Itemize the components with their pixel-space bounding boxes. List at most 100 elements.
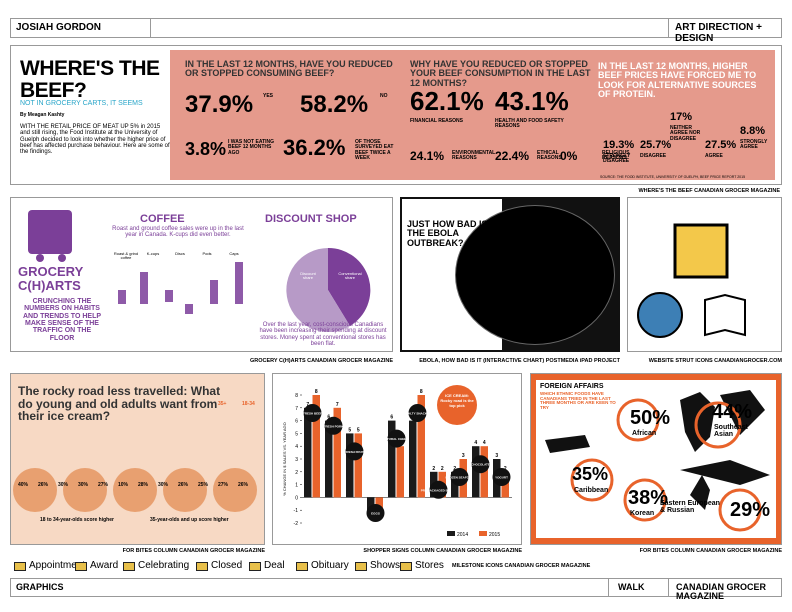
stat: 3.8%: [185, 139, 227, 159]
stat: 35%: [572, 464, 609, 484]
stat-label: Korean: [630, 510, 655, 517]
book-icon: [704, 293, 746, 337]
source: SOURCE: THE FOOD INSTITUTE, UNIVERSITY O…: [600, 175, 746, 179]
callout-box: ICE CREAM: Rocky road is the top pick: [440, 393, 473, 408]
foreign-dek: WHICH ETHNIC FOODS HAVE CANADIANS TRIED …: [540, 391, 616, 411]
stat: 43.1%: [495, 86, 569, 116]
discount-title: DISCOUNT SHOP: [265, 213, 357, 225]
coffee-col: K-cups: [146, 251, 160, 256]
category-badge: [366, 504, 385, 522]
axis-title: % CHANGE IN $ SALES VS. YEAR AGO: [282, 422, 287, 496]
footer-walk: WALK: [618, 582, 645, 592]
stat-label: STRONGLY DISAGREE: [603, 153, 631, 165]
value-label: 2: [504, 466, 507, 472]
value-label: 5: [357, 427, 360, 433]
stat: 27.5%: [705, 139, 737, 151]
coffee-bars: [118, 262, 243, 314]
footer-left: GRAPHICS: [16, 582, 64, 592]
category-badge: [450, 468, 469, 486]
bar: [333, 407, 341, 498]
value-label: 4: [474, 440, 477, 446]
icon-label: Deal: [264, 560, 285, 571]
caption: EBOLA, HOW BAD IS IT (INTERACTIVE CHART)…: [419, 358, 620, 364]
category-badge: [345, 442, 364, 461]
stat: 44%: [712, 401, 753, 423]
legend-label: 2014: [457, 532, 468, 538]
percent: 30%: [158, 482, 169, 488]
globe-icon: [637, 292, 683, 338]
icons-panel: [627, 197, 782, 352]
stat: 24.1%: [410, 149, 445, 163]
percent: 26%: [238, 482, 249, 488]
legend: 18-34: [242, 401, 255, 407]
coffee-col: Caps: [229, 251, 239, 256]
value-label: 5: [348, 427, 351, 433]
callout: [437, 385, 477, 425]
icecream-panel: [10, 373, 265, 545]
footer-right: CANADIAN GROCER MAGAZINE: [676, 582, 766, 602]
stat-label: Southeast Asian: [714, 424, 748, 439]
bar: [346, 433, 354, 498]
coffee-text: Roast and ground coffee sales were up in…: [112, 226, 244, 239]
bar: [417, 395, 425, 498]
stat-label: HEALTH AND FOOD SAFETY REASONS: [495, 118, 564, 130]
stat-label: NO: [380, 93, 388, 99]
legend: 35+: [218, 401, 227, 407]
category-label: CHOCOLATE: [471, 463, 490, 467]
note: 18 to 34-year-olds score higher: [40, 517, 114, 523]
category-badge: [408, 404, 427, 422]
pie-slice: [286, 248, 350, 332]
category-badge: [387, 429, 406, 448]
value-label: 8: [420, 389, 423, 395]
divider: [668, 578, 669, 597]
percent: 27%: [218, 482, 229, 488]
category-label: EGGS: [371, 512, 380, 516]
category-badge: [324, 416, 343, 435]
value-label: 8: [315, 389, 318, 395]
milestone-icon: [355, 562, 367, 571]
stat-label: ETHICAL REASONS: [537, 150, 562, 162]
icon-label: Closed: [211, 560, 243, 571]
bar: [396, 446, 404, 498]
icon-label: Celebrating: [138, 560, 190, 571]
value-label: 2: [441, 466, 444, 472]
icon-label: Obituary: [311, 560, 349, 571]
stat-label: YES: [263, 93, 274, 99]
stat: 58.2%: [300, 91, 369, 118]
value-label: 2: [453, 466, 456, 472]
icon-label: Award: [90, 560, 119, 571]
stat-label: OF THOSE SURVEYED EAT BEEF TWICE A WEEK: [355, 139, 394, 161]
header-role: ART DIRECTION + DESIGN: [675, 22, 762, 44]
bar: [409, 420, 417, 498]
question: IN THE LAST 12 MONTHS, HIGHER BEEF PRICE…: [598, 61, 757, 100]
grocery-dek: CRUNCHING THE NUMBERS ON HABITS AND TREN…: [22, 298, 102, 342]
ebola-title: JUST HOW BAD IS THE EBOLA OUTBREAK?: [407, 219, 488, 248]
milestone-icon: [296, 562, 308, 571]
category-label: NATURAL CHEESE: [383, 437, 410, 441]
category-label: YOGURT: [495, 476, 508, 480]
value-label: 6: [327, 415, 330, 421]
y-tick-label: -1: [294, 508, 299, 514]
stat-label: Eastern European & Russian: [660, 500, 720, 515]
grocery-title: GROCERY C(H)ARTS: [18, 264, 84, 293]
percent: 40%: [18, 482, 29, 488]
coffee-col: Pods: [202, 251, 212, 256]
milestone-icon: [249, 562, 261, 571]
percent: 26%: [38, 482, 49, 488]
milestone-icon: [14, 562, 26, 571]
percent: 30%: [58, 482, 69, 488]
stat-label: Caribbean: [574, 487, 609, 494]
icons-caption: MILESTONE ICONS CANADIAN GROCER MAGAZINE: [452, 563, 591, 569]
percent: 30%: [78, 482, 89, 488]
icon-label: Stores: [415, 560, 444, 571]
sales-panel: [272, 373, 522, 545]
caption: WEBSITE STRUT ICONS CANADIANGROCER.COM: [648, 358, 782, 364]
y-tick-label: 1: [295, 483, 298, 489]
stat: 0%: [560, 149, 578, 163]
bar: [325, 420, 333, 498]
coffee-col: Roast & grind coffee: [113, 251, 139, 261]
y-tick-label: 7: [295, 406, 298, 412]
y-tick-label: 5: [295, 431, 298, 437]
stat: 37.9%: [185, 91, 254, 118]
